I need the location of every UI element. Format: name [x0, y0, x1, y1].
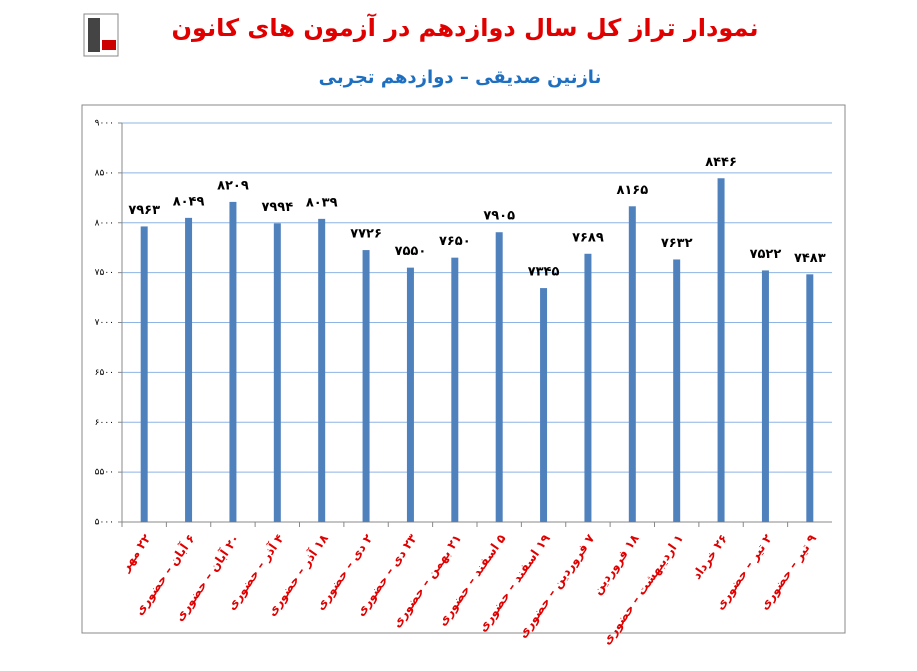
plot-frame: [81, 104, 846, 634]
value-label: ۷۹۹۴: [261, 200, 293, 215]
bar: [495, 232, 503, 522]
value-label: ۷۵۲۲: [750, 247, 782, 262]
chart-subtitle: نازنین صدیقی – دوازدهم تجربی: [319, 67, 602, 88]
bar: [628, 206, 636, 522]
value-label: ۸۴۴۶: [705, 155, 737, 170]
value-label: ۷۶۳۲: [661, 236, 693, 251]
bar: [185, 217, 193, 522]
y-tick-label: ۸۵۰۰: [95, 168, 114, 178]
value-label: ۸۱۶۵: [616, 183, 648, 198]
value-label: ۸۰۳۹: [306, 195, 338, 210]
bar: [806, 274, 814, 522]
y-tick-label: ۵۰۰۰: [95, 518, 114, 528]
value-label: ۷۳۴۵: [528, 265, 560, 280]
value-label: ۷۹۰۵: [483, 209, 515, 224]
bar: [362, 250, 370, 523]
bar: [584, 253, 592, 522]
value-label: ۸۲۰۹: [217, 178, 249, 193]
logo: [83, 13, 119, 57]
bar: [229, 201, 237, 522]
bar: [406, 267, 414, 522]
y-tick-label: ۷۰۰۰: [95, 318, 114, 328]
y-tick-label: ۷۵۰۰: [95, 268, 114, 278]
chart-title: نمودار تراز کل سال دوازدهم در آزمون های …: [172, 13, 759, 42]
value-label: ۷۶۵۰: [439, 234, 471, 249]
y-tick-label: ۹۰۰۰: [95, 119, 114, 129]
y-tick-label: ۶۵۰۰: [95, 368, 114, 378]
value-label: ۸۰۴۹: [173, 194, 205, 209]
y-tick-label: ۸۰۰۰: [95, 218, 114, 228]
bar: [318, 218, 326, 523]
bar: [540, 288, 548, 522]
value-label: ۷۶۸۹: [572, 230, 604, 245]
value-label: ۷۷۲۶: [350, 227, 382, 242]
value-label: ۷۹۶۳: [128, 203, 160, 218]
bar: [673, 259, 681, 522]
y-tick-label: ۵۵۰۰: [95, 468, 114, 478]
bar: [140, 226, 148, 523]
value-label: ۷۴۸۳: [794, 251, 826, 266]
bar: [273, 223, 281, 522]
bar: [451, 257, 459, 522]
value-label: ۷۵۵۰: [395, 244, 427, 259]
bar: [761, 270, 769, 522]
bar: [717, 178, 725, 522]
y-tick-label: ۶۰۰۰: [95, 418, 114, 428]
